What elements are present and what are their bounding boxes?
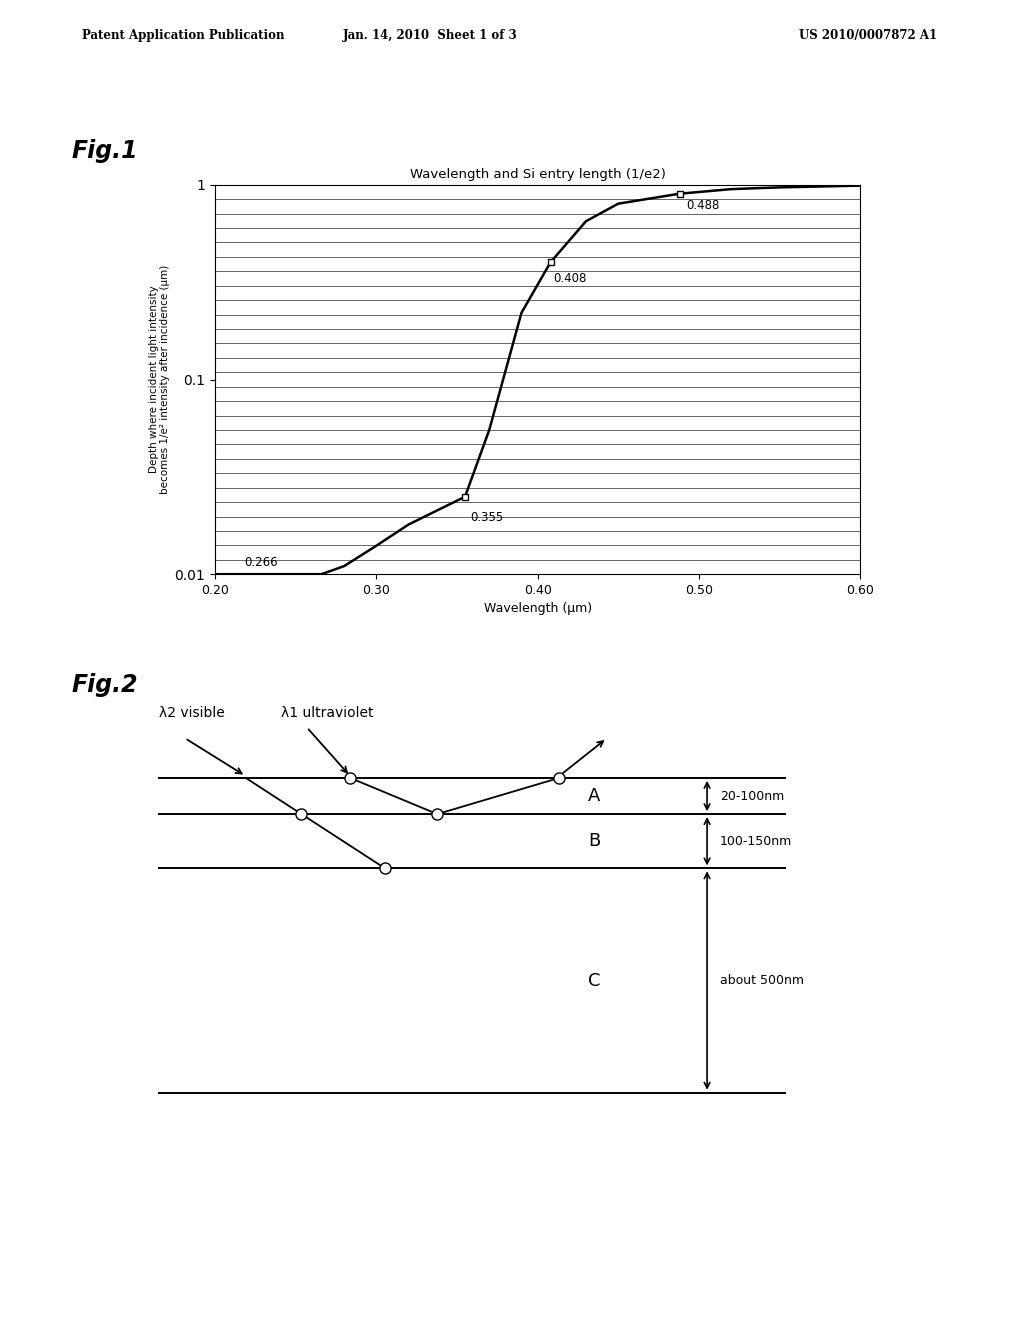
Text: Patent Application Publication: Patent Application Publication bbox=[82, 29, 285, 42]
Title: Wavelength and Si entry length (1/e2): Wavelength and Si entry length (1/e2) bbox=[410, 168, 666, 181]
Text: US 2010/0007872 A1: US 2010/0007872 A1 bbox=[799, 29, 937, 42]
Text: 0.408: 0.408 bbox=[554, 272, 587, 285]
Text: 20-100nm: 20-100nm bbox=[720, 789, 784, 803]
Text: B: B bbox=[588, 832, 600, 850]
Text: 100-150nm: 100-150nm bbox=[720, 834, 793, 847]
Text: C: C bbox=[588, 972, 600, 990]
Y-axis label: Depth where incident light intensity
becomes 1/e² intensity after incidence (μm): Depth where incident light intensity bec… bbox=[148, 265, 170, 494]
Text: λ1 ultraviolet: λ1 ultraviolet bbox=[281, 706, 373, 719]
Text: A: A bbox=[588, 787, 600, 805]
X-axis label: Wavelength (μm): Wavelength (μm) bbox=[483, 602, 592, 615]
Text: 0.355: 0.355 bbox=[470, 511, 503, 524]
Text: 0.266: 0.266 bbox=[244, 556, 278, 569]
Text: 0.488: 0.488 bbox=[686, 199, 719, 213]
Text: Jan. 14, 2010  Sheet 1 of 3: Jan. 14, 2010 Sheet 1 of 3 bbox=[343, 29, 517, 42]
Text: Fig.2: Fig.2 bbox=[72, 673, 138, 697]
Text: about 500nm: about 500nm bbox=[720, 974, 804, 987]
Text: Fig.1: Fig.1 bbox=[72, 139, 138, 162]
Text: λ2 visible: λ2 visible bbox=[159, 706, 224, 719]
